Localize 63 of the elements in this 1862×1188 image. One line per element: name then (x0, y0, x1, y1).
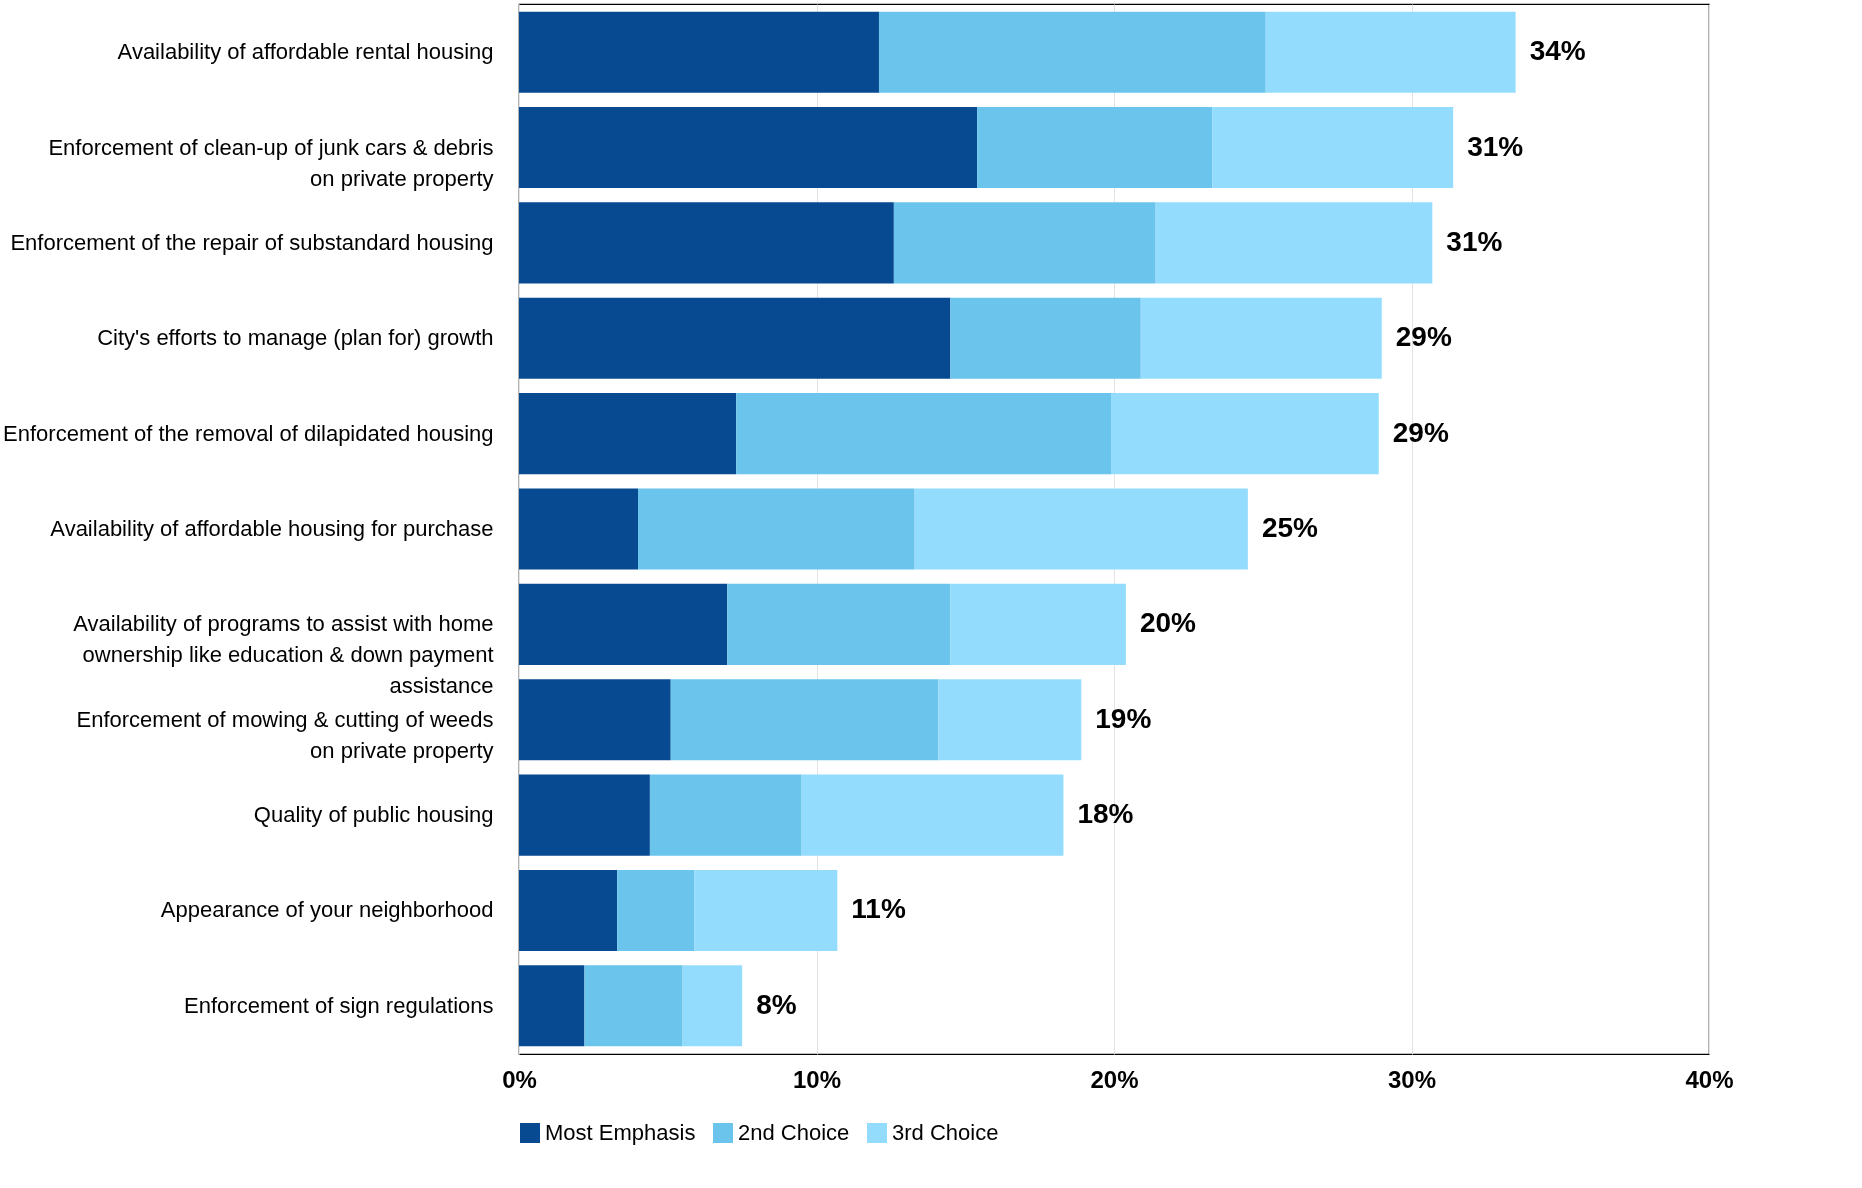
bar (670, 679, 939, 761)
bar (519, 11, 879, 93)
bar (1212, 107, 1454, 189)
total-label: 29% (1392, 416, 1449, 448)
total-label: 11% (851, 893, 906, 925)
x-tick-label: 40% (1685, 1065, 1734, 1093)
x-tick-label: 10% (792, 1065, 842, 1093)
bar (682, 965, 743, 1047)
x-tick-label: 20% (1090, 1065, 1139, 1093)
total-label: 8% (756, 988, 797, 1020)
bar (519, 297, 951, 379)
y-tick-label: City's efforts to manage (plan for) growth (97, 325, 494, 351)
bar (617, 869, 695, 951)
bar (977, 107, 1213, 189)
bar (801, 774, 1064, 856)
y-tick-label: Enforcement of clean-up of junk cars & debris on private property (48, 134, 494, 191)
total-label: 29% (1395, 321, 1452, 353)
y-tick-label: Enforcement of mowing & cutting of weeds on private property (76, 706, 494, 763)
x-tick-label: 0% (502, 1065, 537, 1093)
total-label: 20% (1139, 607, 1197, 639)
bar (736, 393, 1112, 475)
bar (950, 583, 1126, 665)
y-tick-label: Availability of affordable rental housing (117, 39, 494, 65)
bar (519, 679, 671, 761)
total-label: 31% (1446, 225, 1503, 257)
y-tick-label: Availability of programs to assist with home ownership like education & down payment assistance (73, 611, 494, 699)
bar (727, 583, 951, 665)
total-label: 19% (1095, 702, 1152, 734)
bar (638, 488, 915, 570)
bar (1140, 297, 1382, 379)
bar (649, 774, 802, 856)
bar (878, 11, 1266, 93)
bar (519, 869, 618, 951)
bar (519, 488, 638, 570)
bar (694, 869, 838, 951)
y-tick-label: Enforcement of the repair of substandard housing (10, 229, 494, 255)
total-label: 34% (1529, 35, 1586, 67)
total-label: 18% (1077, 798, 1134, 830)
bar (1111, 393, 1379, 475)
legend-label: Most Emphasis (545, 1120, 696, 1145)
bar (519, 965, 585, 1047)
bar (1265, 11, 1516, 93)
y-tick-label: Appearance of your neighborhood (160, 897, 494, 923)
bar (950, 297, 1141, 379)
bar (584, 965, 683, 1047)
y-tick-label: Availability of affordable housing for purchase (50, 516, 494, 541)
legend-label: 2nd Choice (738, 1120, 850, 1145)
bar (519, 202, 894, 284)
total-label: 31% (1467, 130, 1524, 162)
bar (519, 774, 650, 856)
bar (893, 202, 1156, 284)
bar (914, 488, 1248, 570)
total-label: 25% (1261, 512, 1319, 543)
bar (519, 583, 728, 665)
legend-label: 3rd Choice (892, 1120, 999, 1145)
bar (938, 679, 1082, 761)
bar (519, 107, 978, 189)
bar (1155, 202, 1433, 284)
bar (519, 393, 737, 475)
y-tick-label: Enforcement of sign regulations (184, 992, 494, 1018)
x-tick-label: 30% (1387, 1065, 1437, 1093)
y-tick-label: Quality of public housing (253, 802, 494, 828)
y-tick-label: Enforcement of the removal of dilapidated housing (3, 420, 494, 446)
